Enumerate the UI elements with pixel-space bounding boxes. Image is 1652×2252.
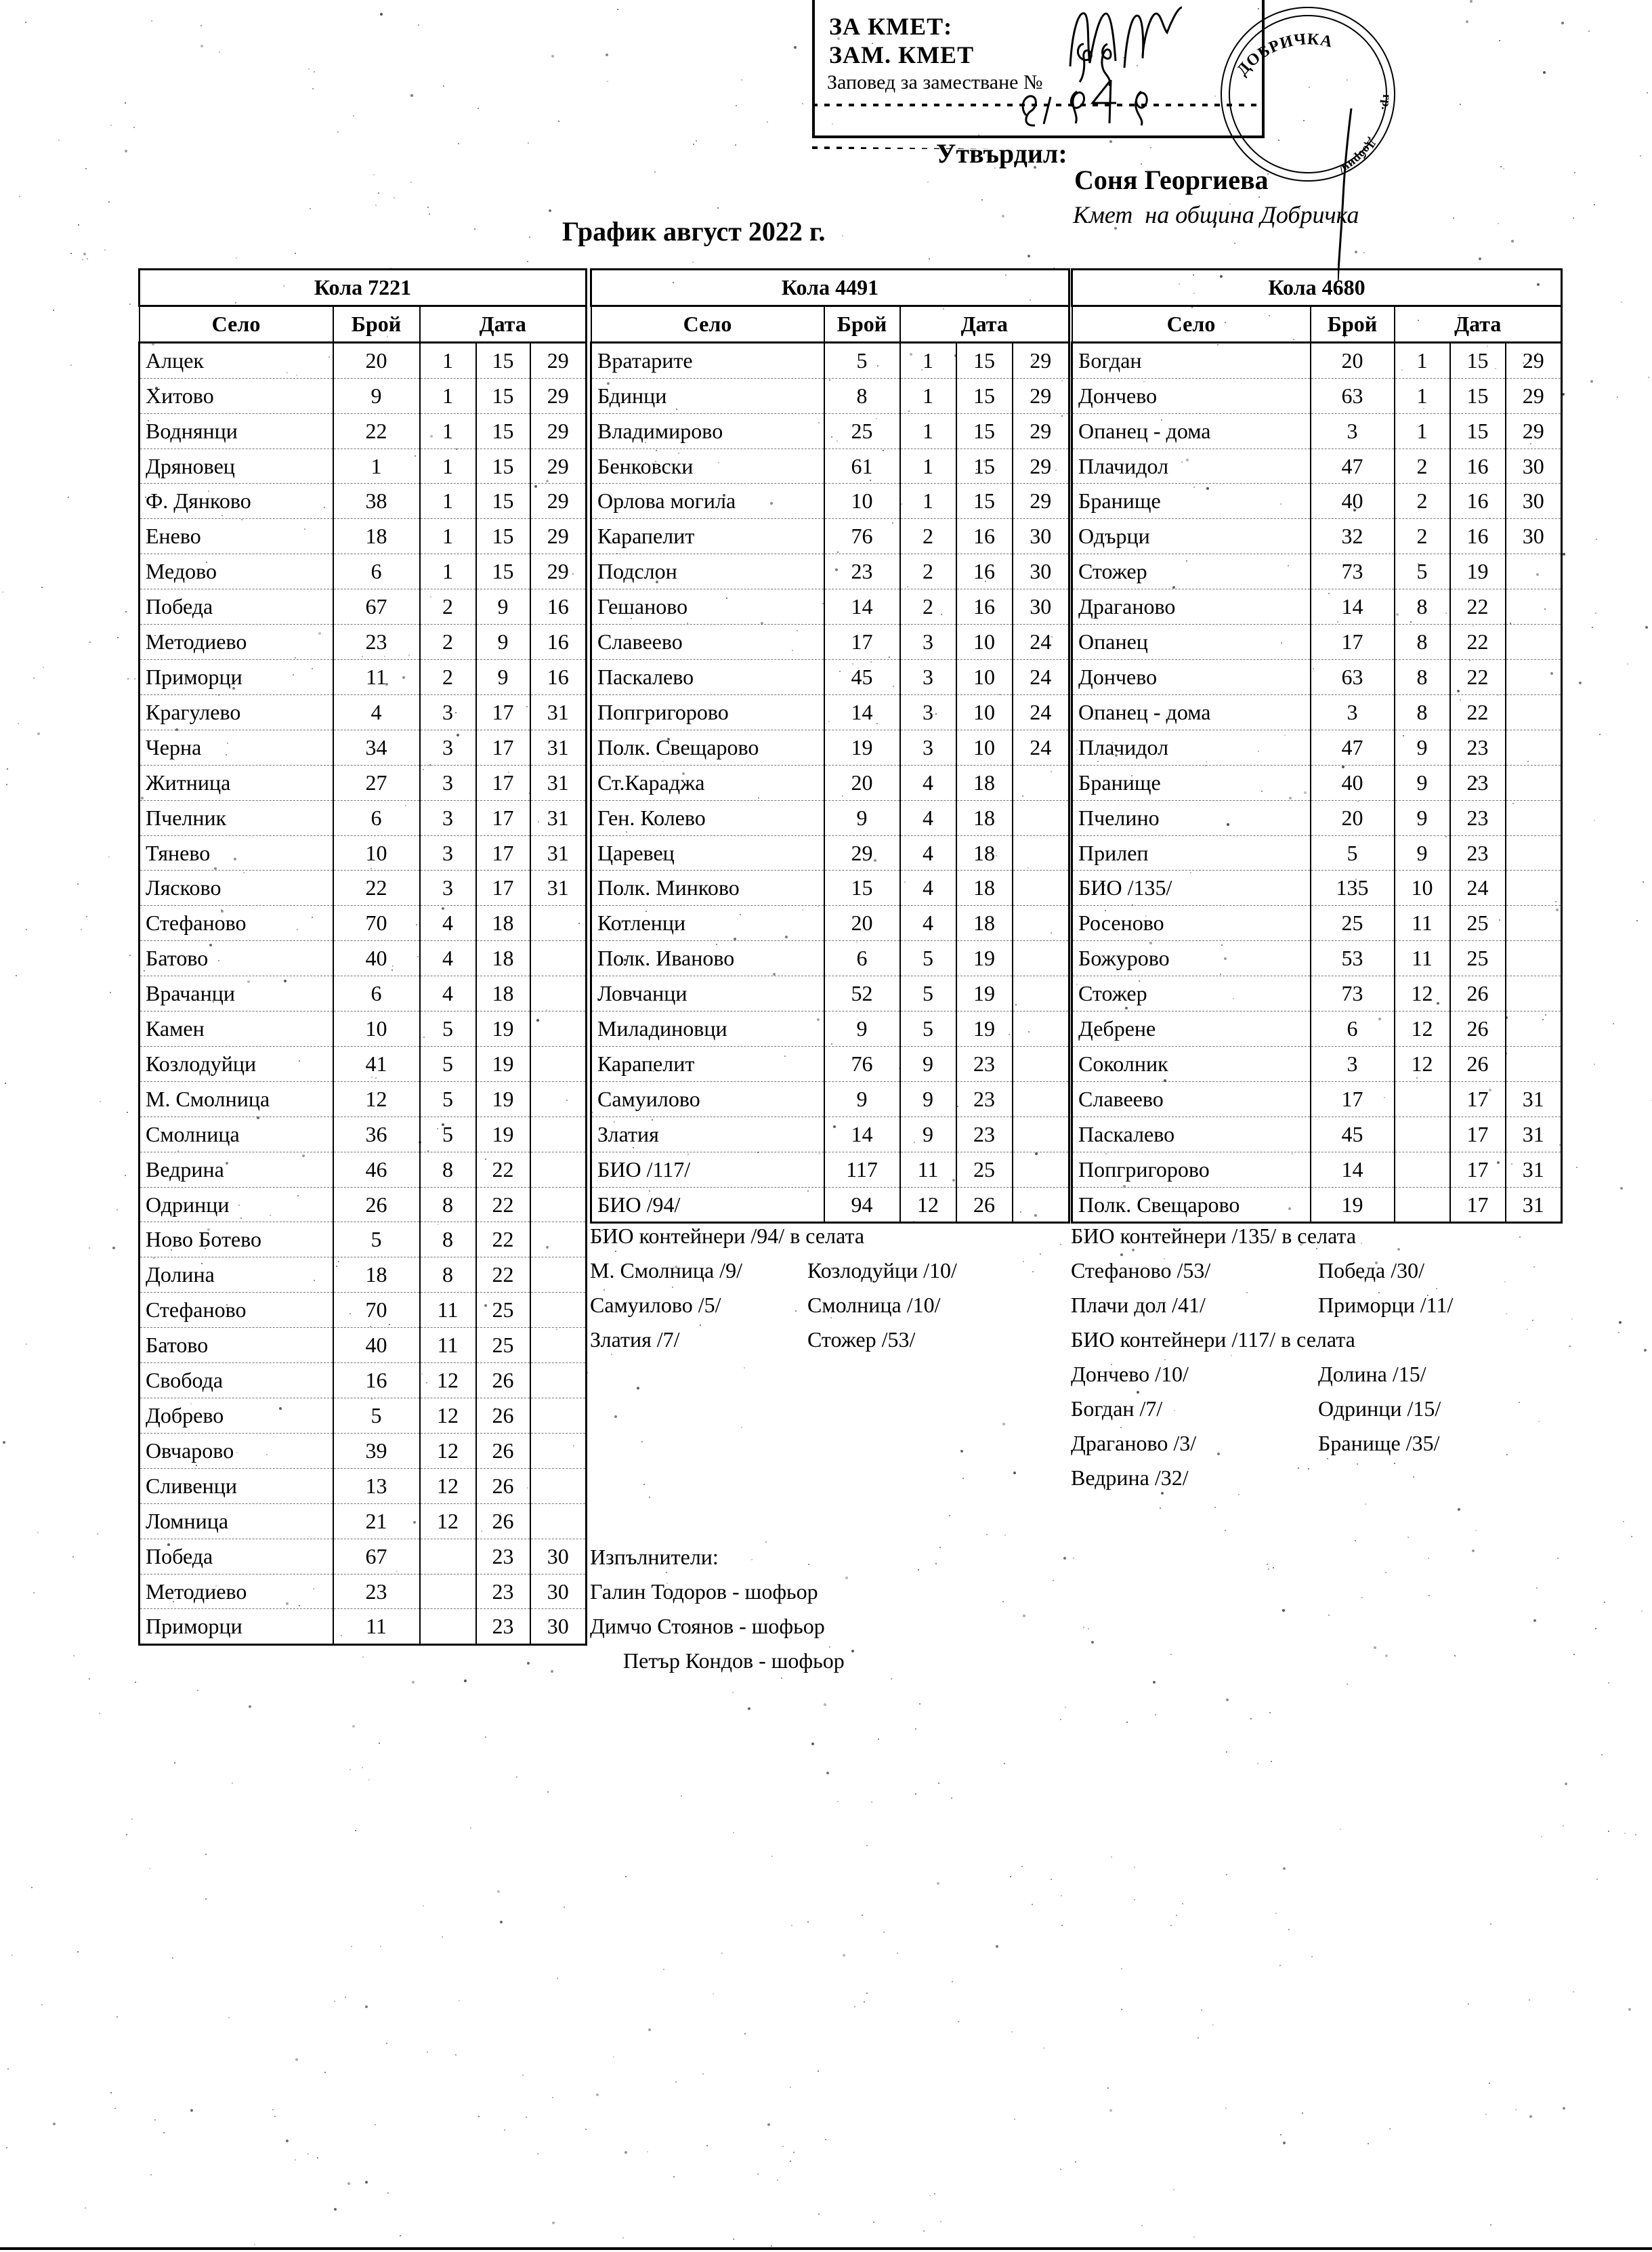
svg-text:гр.: гр. <box>1379 94 1394 111</box>
svg-text:ДОБРИЧКА: ДОБРИЧКА <box>1233 30 1334 79</box>
